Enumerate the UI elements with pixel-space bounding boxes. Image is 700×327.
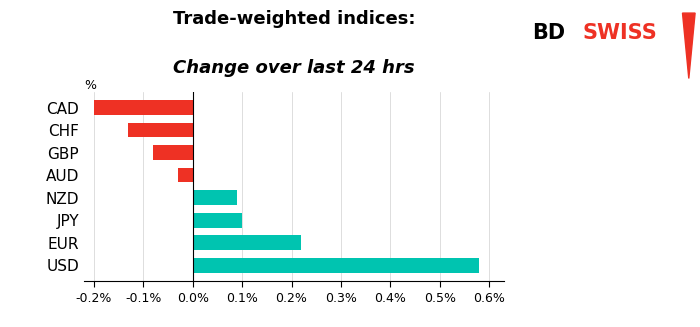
Bar [193, 235, 302, 250]
Bar [129, 123, 193, 137]
Text: Change over last 24 hrs: Change over last 24 hrs [173, 59, 415, 77]
Text: SWISS: SWISS [582, 23, 657, 43]
Text: BD: BD [532, 23, 565, 43]
Bar [193, 258, 480, 273]
Text: Trade-weighted indices:: Trade-weighted indices: [173, 10, 415, 28]
Text: %: % [84, 79, 96, 92]
Bar [94, 100, 193, 115]
Bar [153, 145, 193, 160]
Bar [178, 168, 193, 182]
Bar [193, 190, 237, 205]
Bar [193, 213, 242, 228]
